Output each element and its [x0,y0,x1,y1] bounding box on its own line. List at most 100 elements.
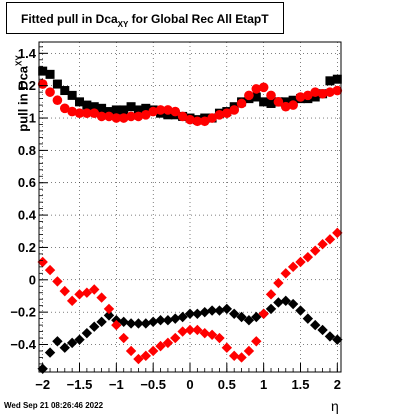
series-4-point [236,352,247,363]
series-2-point [244,90,254,101]
series-4-point [74,289,85,300]
series-4-point [251,336,262,347]
series-4-point [295,256,306,268]
series-2-point [82,108,92,118]
series-2-point [155,105,166,115]
series-2-point [273,97,284,107]
series-3-point [199,306,210,318]
series-1-point [75,97,85,107]
series-1-point [141,103,151,113]
series-3-point [295,305,306,316]
series-2-point [185,114,195,125]
series-2-point [325,87,335,97]
series-3-point [96,316,107,328]
series-4-point [184,324,196,336]
x-tick-label: 0.5 [218,377,236,392]
y-tick-label: 0.8 [18,143,36,158]
series-4-point [199,327,210,339]
series-1-point [259,97,269,107]
y-tick-label: 0.4 [18,208,37,223]
series-1-point [45,69,55,79]
series-1-point [119,105,129,115]
series-1-point [266,98,276,108]
series-1-point [163,110,173,120]
series-2-point [332,85,343,96]
series-2-point [104,111,114,122]
x-tick-label: −1 [109,377,124,392]
series-4-point [140,350,152,362]
series-1-point [52,79,62,89]
series-3-point [317,324,328,336]
series-2-point [280,101,291,112]
series-3-point [228,308,240,319]
title-main: Fitted pull in Dca [21,12,118,26]
series-4-point [81,287,93,298]
series-4-point [243,345,255,357]
x-axis-label: η [331,398,339,414]
series-3-point [273,297,284,308]
series-3-point [89,321,100,332]
series-3-point [236,311,247,323]
title-box: Fitted pull in DcaXY for Global Rec All … [6,2,284,34]
series-3-point [243,315,255,326]
series-1-point [332,74,342,84]
series-1-point [97,103,107,113]
series-2-point [74,108,85,118]
series-2-point [111,113,122,123]
series-2-point [59,103,70,114]
series-4-point [317,239,328,250]
series-2-point [133,111,144,122]
series-2-point [266,90,276,101]
series-2-point [148,106,158,117]
series-2-point [118,113,129,123]
y-tick-label: 0 [29,272,36,287]
series-3-point [133,318,144,329]
series-2-point [67,106,77,117]
series-2-point [303,90,313,101]
series-3-point [74,334,85,345]
series-4-point [96,292,107,303]
series-2-point [229,105,239,115]
series-3-point [81,327,93,339]
series-3-point [140,318,152,329]
series-2-point [199,116,210,127]
series-4-point [37,256,48,268]
series-4-point [59,285,70,297]
series-1-point [310,92,320,102]
series-3-point [332,334,343,345]
y-tick-label: 1.2 [18,78,36,93]
series-4-point [273,277,284,289]
ylabel-main: pull in Dca [15,65,31,132]
x-tick-label: 2 [334,377,341,392]
series-4-point [332,227,343,239]
series-2-point [96,111,107,122]
series-4-point [214,332,225,344]
y-tick-label: 1.4 [18,46,37,61]
datestamp: Wed Sep 21 08:26:46 2022 [4,401,104,410]
ylabel-subscript: XY [14,55,24,66]
y-tick-label: −0.2 [10,305,36,320]
axes: −2 −1.5 −1 −0.5 0 0.5 1 1.5 2 −0.4 −0.2 0 0.2 0.4 0.6 0… [10,46,341,392]
title-subscript: XY [117,20,129,29]
series-1-point [104,107,114,117]
series-3-point [280,295,291,307]
series-2-point [37,79,48,89]
series-2-point [310,87,321,97]
series-3-point [118,316,129,328]
series-2-point [258,82,269,93]
series-layer [37,66,343,374]
series-2-point [251,84,262,94]
series-2-point [89,108,100,118]
y-tick-label: −0.4 [10,337,36,352]
series-2-point [295,92,306,102]
series-1-point [288,95,298,105]
series-1-point [60,86,70,96]
x-tick-label: −0.5 [140,377,166,392]
series-1-point [67,90,77,100]
series-1-point [38,66,48,76]
series-3-point [192,308,203,319]
series-3-point [162,315,174,326]
series-4-point [103,303,115,315]
series-2-point [214,109,225,120]
series-1-point [126,102,136,112]
